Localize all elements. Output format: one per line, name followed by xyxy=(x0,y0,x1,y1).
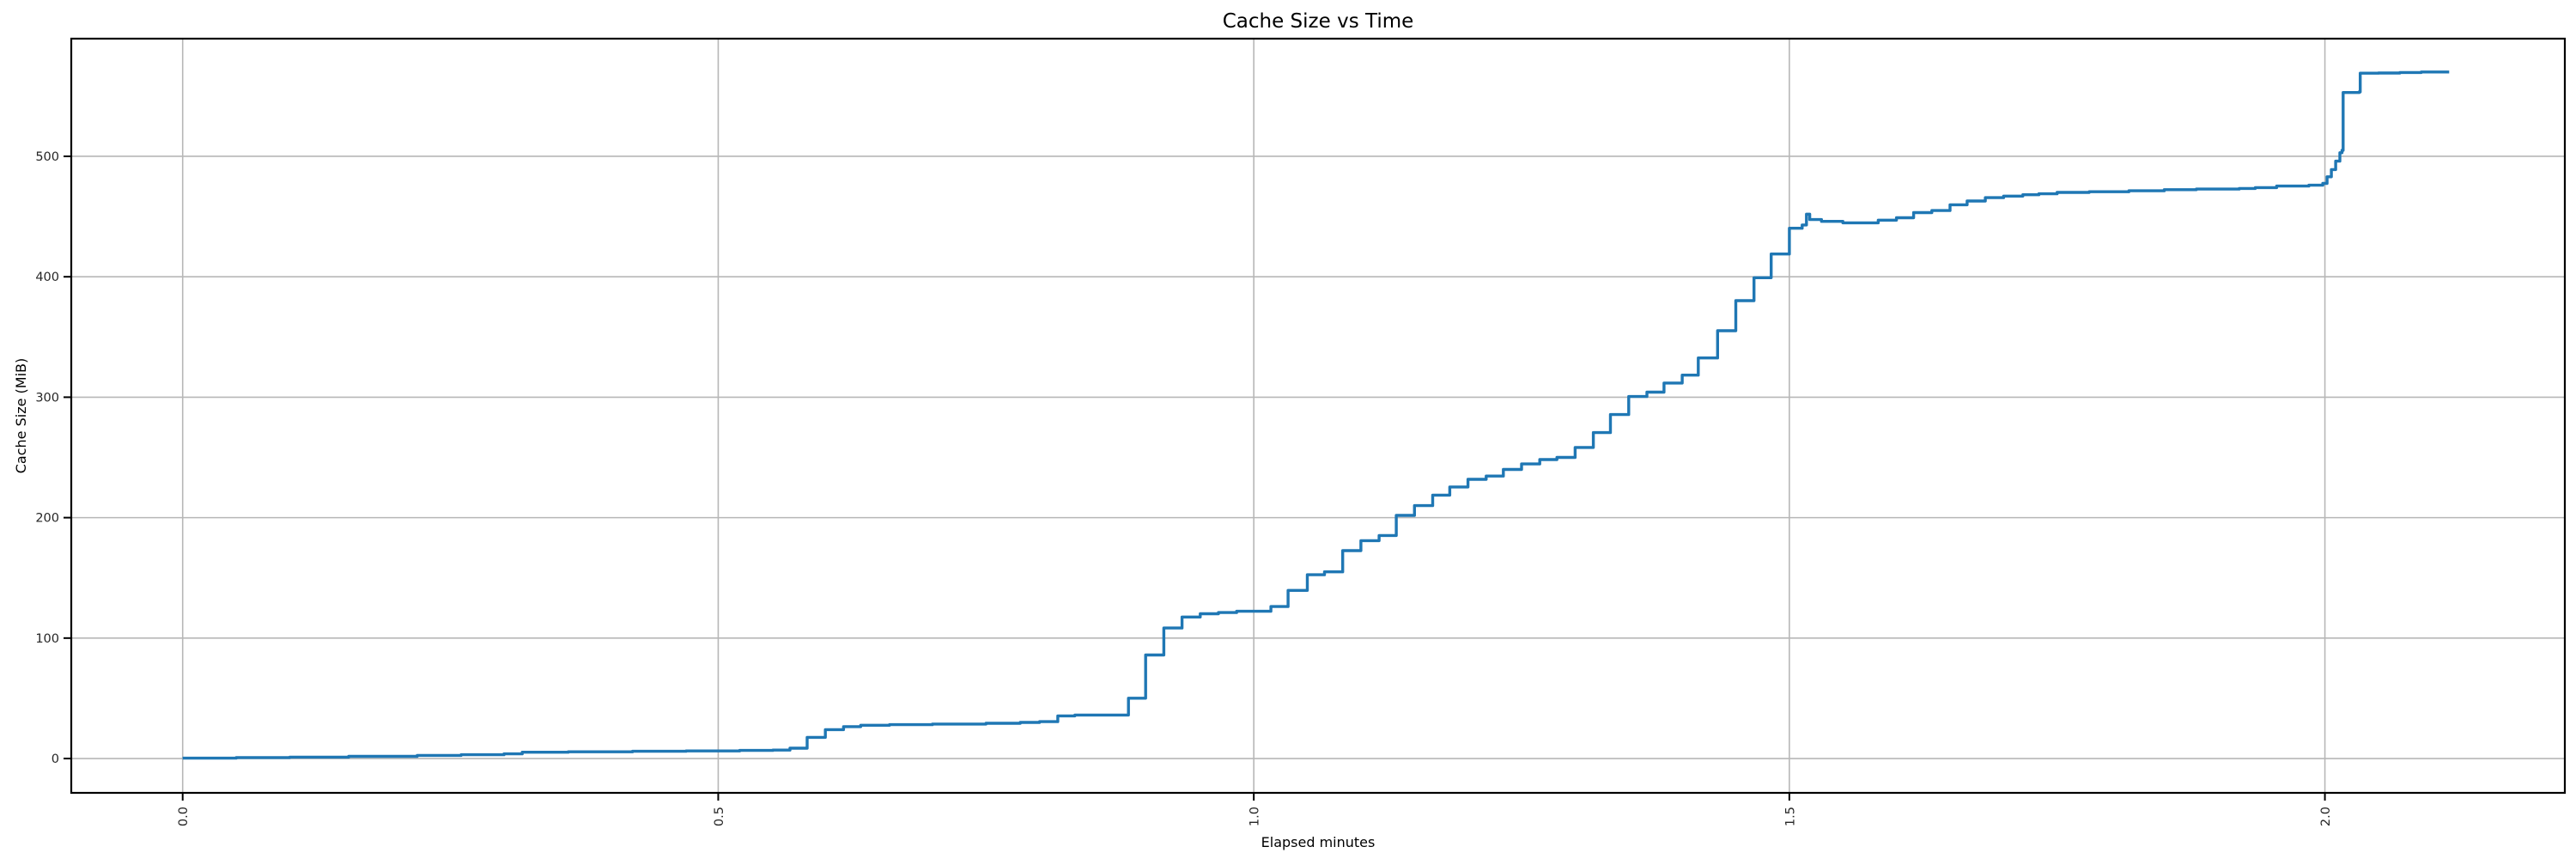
x-tick-label: 1.5 xyxy=(1783,807,1797,826)
x-tick-label: 0.0 xyxy=(177,807,191,826)
x-axis-ticks: 0.0 0.5 1.0 1.5 2.0 xyxy=(177,793,2333,826)
chart-title: Cache Size vs Time xyxy=(1223,10,1414,33)
y-tick-label: 300 xyxy=(35,391,59,405)
x-tick-label: 1.0 xyxy=(1249,807,1262,826)
y-tick-label: 500 xyxy=(35,150,59,164)
y-tick-label: 100 xyxy=(35,632,59,646)
y-axis-label: Cache Size (MiB) xyxy=(13,358,29,473)
x-tick-label: 0.5 xyxy=(713,807,726,826)
gridlines xyxy=(71,39,2565,793)
y-tick-label: 400 xyxy=(35,271,59,284)
y-tick-label: 0 xyxy=(52,752,59,766)
y-axis-ticks: 0 100 200 300 400 500 xyxy=(35,150,71,766)
y-tick-label: 200 xyxy=(35,512,59,526)
x-axis-label: Elapsed minutes xyxy=(1261,834,1376,850)
x-tick-label: 2.0 xyxy=(2319,807,2333,826)
cache-size-line xyxy=(182,70,2450,760)
data-line xyxy=(182,70,2450,760)
axes-box xyxy=(70,37,2567,795)
